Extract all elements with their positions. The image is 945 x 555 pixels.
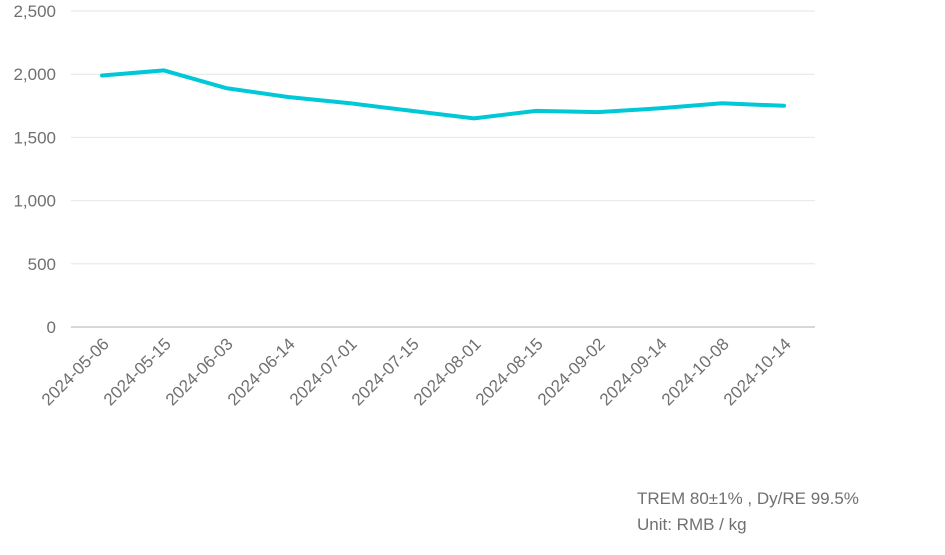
- y-tick-label: 0: [47, 318, 56, 337]
- x-tick-label: 2024-10-14: [720, 334, 795, 409]
- spec-label: TREM 80±1% , Dy/RE 99.5%: [637, 489, 859, 508]
- y-axis-labels: 0 500 1,000 1,500 2,000 2,500: [13, 2, 56, 337]
- y-tick-label: 1,500: [13, 128, 56, 147]
- y-tick-label: 500: [28, 255, 56, 274]
- chart-note: TREM 80±1% , Dy/RE 99.5% Unit: RMB / kg: [637, 486, 859, 538]
- x-axis-labels: 2024-05-062024-05-152024-06-032024-06-14…: [38, 334, 795, 409]
- y-tick-label: 2,000: [13, 65, 56, 84]
- y-tick-label: 2,500: [13, 2, 56, 21]
- line-chart: 0 500 1,000 1,500 2,000 2,500 2024-05-062024-…: [13, 2, 815, 409]
- gridlines: [71, 10, 815, 328]
- price-line: [100, 68, 786, 121]
- y-tick-label: 1,000: [13, 192, 56, 211]
- unit-label: Unit: RMB / kg: [637, 515, 747, 534]
